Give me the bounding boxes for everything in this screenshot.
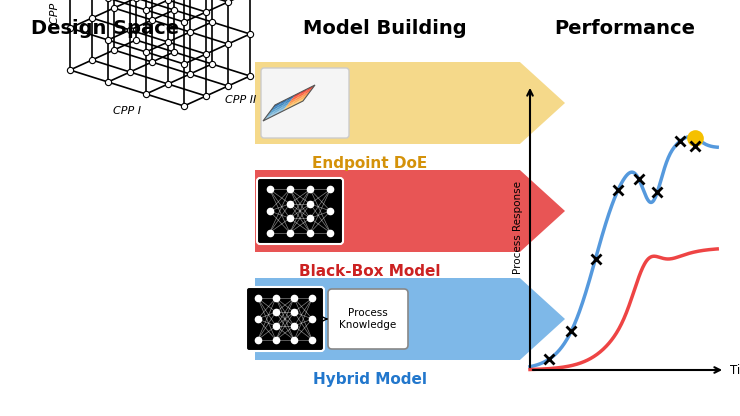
Polygon shape — [290, 95, 299, 102]
Polygon shape — [296, 98, 306, 104]
Polygon shape — [279, 98, 289, 105]
Polygon shape — [279, 104, 288, 111]
FancyBboxPatch shape — [328, 289, 408, 349]
Polygon shape — [288, 98, 297, 104]
Text: Black-Box Model: Black-Box Model — [299, 264, 441, 279]
Polygon shape — [275, 105, 283, 111]
Polygon shape — [269, 111, 279, 118]
Polygon shape — [299, 88, 309, 95]
Polygon shape — [277, 102, 286, 108]
Polygon shape — [299, 94, 308, 101]
Polygon shape — [270, 105, 279, 111]
FancyBboxPatch shape — [257, 178, 343, 244]
Polygon shape — [292, 92, 302, 98]
Text: Design Space: Design Space — [31, 18, 179, 37]
Text: CPP I: CPP I — [113, 106, 141, 116]
Text: Endpoint DoE: Endpoint DoE — [312, 156, 428, 171]
Polygon shape — [263, 114, 272, 121]
Polygon shape — [272, 102, 282, 108]
Polygon shape — [297, 92, 306, 98]
Text: Process Response: Process Response — [513, 181, 523, 274]
FancyBboxPatch shape — [261, 68, 349, 138]
Text: Performance: Performance — [554, 18, 696, 37]
Text: Time: Time — [730, 364, 740, 376]
Text: CPP III: CPP III — [50, 0, 60, 24]
Polygon shape — [301, 92, 310, 98]
Polygon shape — [266, 111, 275, 118]
Polygon shape — [272, 108, 281, 114]
Polygon shape — [283, 104, 292, 111]
Polygon shape — [289, 101, 299, 108]
Polygon shape — [255, 170, 565, 252]
Text: Hybrid Model: Hybrid Model — [313, 372, 427, 387]
Polygon shape — [283, 98, 292, 105]
FancyBboxPatch shape — [246, 287, 324, 351]
Polygon shape — [286, 95, 295, 102]
Text: CPP II: CPP II — [225, 95, 256, 105]
Polygon shape — [255, 278, 565, 360]
Text: Process
Knowledge: Process Knowledge — [340, 308, 397, 330]
Polygon shape — [295, 95, 303, 101]
Polygon shape — [281, 102, 290, 108]
Polygon shape — [276, 108, 286, 114]
Text: Model Building: Model Building — [303, 18, 467, 37]
Polygon shape — [292, 98, 301, 104]
Polygon shape — [303, 88, 312, 95]
Polygon shape — [306, 85, 315, 92]
Polygon shape — [286, 101, 295, 108]
Polygon shape — [255, 62, 565, 144]
Polygon shape — [268, 108, 277, 114]
